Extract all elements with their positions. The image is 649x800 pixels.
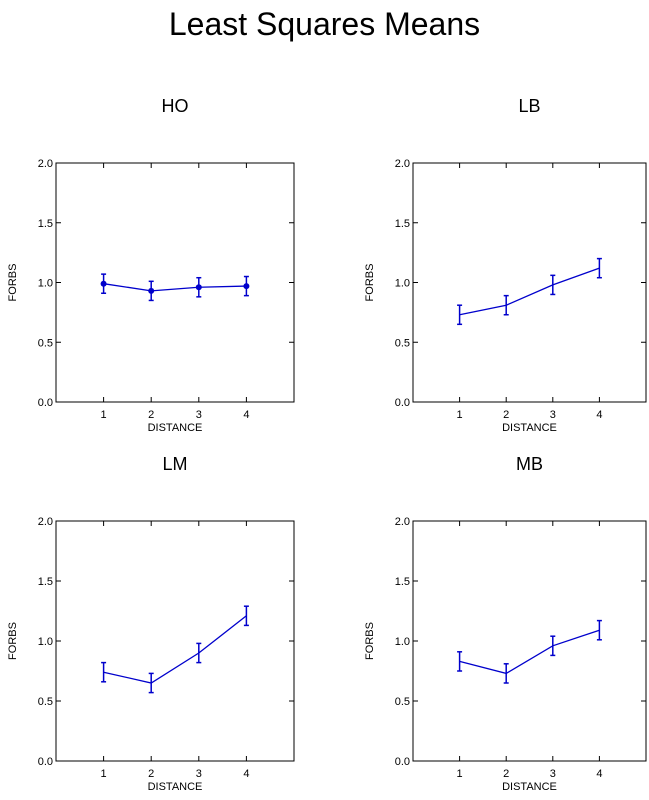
chart-title: Least Squares Means	[168, 6, 481, 42]
x-tick-label: 1	[457, 768, 463, 780]
x-tick-label: 4	[596, 409, 602, 421]
x-tick-label: 3	[196, 768, 202, 780]
y-tick-label: 0.0	[395, 397, 410, 409]
x-tick-label: 1	[457, 409, 463, 421]
y-tick-label: 1.5	[38, 218, 53, 230]
y-tick-label: 0.0	[38, 397, 53, 409]
y-tick-label: 2.0	[38, 516, 53, 528]
y-tick-label: 1.0	[395, 636, 410, 648]
x-tick-label: 2	[148, 409, 154, 421]
x-tick-label: 3	[196, 409, 202, 421]
x-axis-label: DISTANCE	[502, 422, 557, 434]
panel-lm: LM 0.0 0.5 1.0 1.5 2.0 1 2 3 4 DISTANCE FORBS	[7, 454, 295, 793]
y-tick-label: 1.0	[38, 636, 53, 648]
plot-frame	[55, 162, 295, 403]
x-axis-label: DISTANCE	[148, 422, 203, 434]
x-tick-label: 3	[550, 768, 556, 780]
panel-lb: LB 0.0 0.5 1.0 1.5 2.0 1 2 3 4 DISTANCE FORBS	[364, 96, 647, 434]
y-tick-label: 1.0	[38, 278, 53, 290]
y-axis-label: FORBS	[7, 264, 19, 302]
y-tick-label: 0.5	[38, 337, 53, 349]
x-tick-label: 3	[550, 409, 556, 421]
x-tick-label: 1	[101, 768, 107, 780]
y-tick-label: 1.5	[38, 576, 53, 588]
data-point	[148, 287, 155, 294]
panel-title: LB	[518, 96, 540, 116]
x-tick-label: 2	[503, 409, 509, 421]
panel-ho: HO 0.0 0.5 1.0 1.5 2.0 1 2 3 4 DISTANCE FORBS	[7, 96, 295, 434]
x-tick-label: 1	[101, 409, 107, 421]
y-tick-label: 2.0	[38, 158, 53, 170]
y-tick-label: 0.5	[38, 696, 53, 708]
x-tick-label: 2	[148, 768, 154, 780]
series-line	[103, 283, 247, 292]
x-axis-label: DISTANCE	[502, 781, 557, 793]
y-tick-label: 0.0	[38, 756, 53, 768]
series-line	[103, 615, 247, 684]
y-axis-label: FORBS	[7, 622, 19, 660]
data-point	[195, 284, 202, 291]
y-tick-label: 1.5	[395, 218, 410, 230]
x-tick-label: 4	[243, 409, 249, 421]
panel-title: LM	[162, 454, 187, 474]
series-line	[459, 267, 600, 316]
y-tick-label: 0.5	[395, 696, 410, 708]
y-tick-label: 1.5	[395, 576, 410, 588]
y-axis-label: FORBS	[364, 622, 376, 660]
plot-frame	[412, 162, 647, 403]
data-point	[100, 280, 107, 287]
y-tick-label: 0.5	[395, 337, 410, 349]
y-axis-label: FORBS	[364, 264, 376, 302]
y-tick-label: 1.0	[395, 278, 410, 290]
panel-title: MB	[516, 454, 543, 474]
plot-frame	[55, 520, 295, 762]
plot-frame	[412, 520, 647, 762]
panel-mb: MB 0.0 0.5 1.0 1.5 2.0 1 2 3 4 DISTANCE FORBS	[364, 454, 647, 793]
data-point	[243, 283, 250, 290]
series-line	[459, 629, 600, 675]
panel-title: HO	[162, 96, 189, 116]
x-tick-label: 4	[596, 768, 602, 780]
y-tick-label: 0.0	[395, 756, 410, 768]
x-tick-label: 4	[243, 768, 249, 780]
y-tick-label: 2.0	[395, 158, 410, 170]
x-axis-label: DISTANCE	[148, 781, 203, 793]
y-tick-label: 2.0	[395, 516, 410, 528]
x-tick-label: 2	[503, 768, 509, 780]
